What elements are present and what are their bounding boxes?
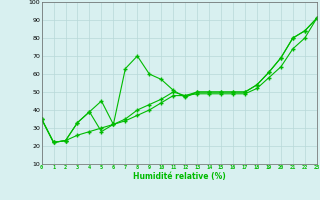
X-axis label: Humidité relative (%): Humidité relative (%) — [133, 172, 226, 181]
